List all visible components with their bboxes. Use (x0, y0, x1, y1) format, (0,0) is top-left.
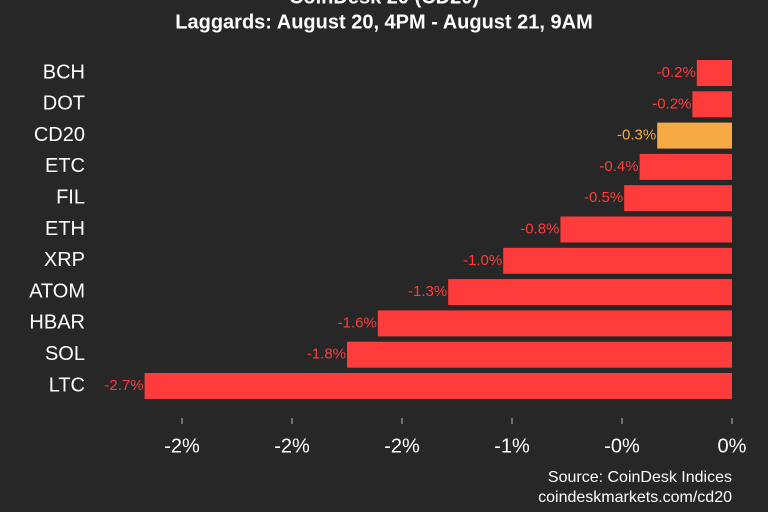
bar (692, 91, 732, 118)
chart-title: CoinDesk 20 (CD20) (289, 0, 479, 8)
category-label: FIL (56, 186, 85, 208)
category-label: SOL (45, 343, 85, 365)
category-label: BCH (43, 61, 85, 83)
bar (448, 279, 732, 306)
category-label: XRP (44, 249, 85, 271)
x-tick-label: -2% (164, 435, 200, 457)
value-label: -0.2% (652, 95, 691, 112)
value-label: -1.3% (408, 283, 447, 300)
value-label: -1.8% (307, 346, 346, 363)
category-label: ETH (45, 218, 85, 240)
bar (347, 341, 732, 368)
x-tick-label: -2% (274, 435, 310, 457)
category-label: LTC (49, 374, 85, 396)
value-label: -0.8% (520, 220, 559, 237)
bar (696, 60, 732, 86)
bar (503, 247, 732, 274)
category-label: CD20 (34, 124, 85, 146)
category-label: ETC (45, 155, 85, 177)
bar (560, 216, 732, 243)
source-url: coindeskmarkets.com/cd20 (538, 489, 732, 506)
value-label: -1.0% (463, 252, 502, 269)
value-label: -1.6% (338, 314, 377, 331)
category-label: HBAR (29, 312, 85, 334)
x-tick-label: -1% (494, 435, 530, 457)
bar (377, 310, 732, 337)
x-tick-label: -2% (384, 435, 420, 457)
chart-subtitle: Laggards: August 20, 4PM - August 21, 9A… (175, 11, 592, 33)
bar (144, 373, 733, 399)
value-label: -0.5% (584, 189, 623, 206)
value-label: -0.3% (617, 127, 656, 144)
bar (657, 122, 732, 149)
value-label: -2.7% (104, 377, 143, 394)
bar (624, 185, 732, 212)
source: Source: CoinDesk Indices (548, 469, 732, 486)
category-label: DOT (43, 93, 85, 115)
value-label: -0.4% (599, 158, 638, 175)
value-label: -0.2% (657, 64, 696, 81)
x-tick-label: 0% (718, 435, 747, 457)
category-label: ATOM (29, 280, 85, 302)
x-tick-label: -0% (604, 435, 640, 457)
bar (639, 153, 732, 180)
